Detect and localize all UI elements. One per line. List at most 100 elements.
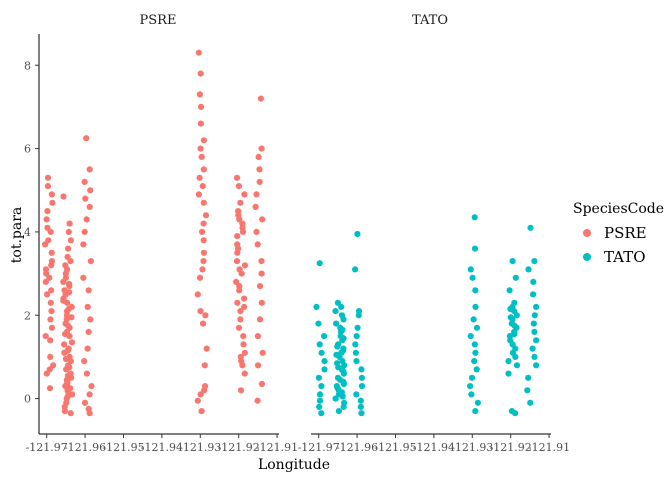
data-point: [507, 305, 514, 313]
data-point: [87, 187, 94, 194]
data-point: [86, 166, 93, 173]
data-point: [358, 366, 365, 373]
data-point: [87, 258, 94, 265]
strip-label-tato: TATO: [412, 13, 448, 28]
data-point: [197, 145, 204, 152]
x-tick-label: -121.93: [179, 441, 221, 454]
data-point: [196, 174, 203, 181]
x-axis-tato: -121.97-121.96-121.95-121.94-121.93-121.…: [298, 433, 570, 454]
data-point: [235, 183, 242, 190]
data-point: [530, 291, 537, 298]
data-point: [60, 297, 67, 304]
data-point: [237, 387, 245, 394]
data-point: [48, 287, 55, 294]
data-point: [471, 341, 478, 348]
data-point: [202, 212, 210, 219]
data-point: [47, 337, 54, 344]
y-tick-label: 6: [24, 143, 31, 156]
data-point: [474, 399, 481, 406]
data-point: [85, 287, 92, 294]
data-point: [236, 283, 243, 290]
data-point: [197, 308, 204, 315]
data-point: [195, 49, 202, 56]
data-point: [258, 258, 265, 265]
data-point: [505, 370, 512, 377]
data-point: [202, 383, 209, 390]
data-point: [254, 333, 261, 340]
data-point: [357, 397, 364, 404]
data-point: [196, 274, 204, 281]
data-point: [531, 353, 538, 360]
data-point: [358, 383, 366, 390]
data-point: [240, 341, 247, 348]
data-point: [316, 260, 323, 267]
data-point: [332, 308, 339, 315]
data-point: [64, 322, 72, 329]
data-point: [83, 370, 90, 377]
data-point: [352, 266, 359, 273]
panel-psre: [42, 49, 266, 417]
data-point: [46, 385, 54, 392]
data-point: [85, 328, 92, 335]
data-point: [66, 280, 73, 288]
x-tick-label: -121.92: [490, 441, 532, 454]
data-point: [335, 364, 342, 371]
data-point: [254, 241, 261, 248]
data-point: [472, 303, 479, 310]
data-point: [84, 303, 91, 310]
data-point: [199, 266, 206, 273]
data-point: [198, 103, 205, 110]
data-point: [340, 380, 347, 388]
data-point: [235, 324, 243, 331]
data-point: [65, 305, 72, 313]
data-point: [43, 216, 50, 223]
data-point: [333, 320, 340, 327]
x-tick-label: -121.95: [374, 441, 416, 454]
data-point: [81, 399, 89, 406]
data-point: [50, 362, 57, 369]
data-point: [353, 333, 360, 340]
data-point: [65, 245, 72, 252]
data-point: [509, 349, 516, 356]
data-point: [256, 316, 264, 323]
x-tick-label: -121.96: [64, 441, 106, 454]
data-point: [511, 299, 518, 306]
data-point: [338, 389, 345, 396]
data-point: [334, 385, 341, 392]
data-point: [531, 312, 538, 319]
data-point: [42, 278, 49, 285]
x-tick-label: -121.94: [413, 441, 455, 454]
data-point: [512, 274, 519, 281]
data-point: [530, 320, 537, 327]
data-point: [195, 191, 202, 198]
data-point: [253, 191, 260, 198]
data-point: [233, 258, 241, 265]
data-point: [66, 289, 73, 296]
data-point: [259, 349, 266, 356]
data-point: [525, 374, 532, 381]
data-point: [506, 287, 513, 294]
data-point: [316, 397, 324, 404]
data-point: [341, 399, 348, 406]
data-point: [467, 266, 474, 273]
data-point: [64, 347, 71, 354]
data-point: [352, 341, 359, 348]
data-point: [254, 362, 262, 369]
data-point: [509, 341, 516, 348]
y-tick-label: 8: [24, 59, 31, 72]
data-point: [199, 320, 207, 327]
data-point: [334, 343, 341, 350]
data-point: [471, 214, 478, 221]
data-point: [200, 249, 207, 256]
data-point: [527, 399, 534, 406]
data-point: [256, 283, 264, 290]
data-point: [197, 70, 204, 77]
data-point: [80, 241, 87, 248]
data-point: [42, 266, 50, 273]
data-point: [63, 376, 70, 383]
data-point: [258, 380, 265, 388]
data-point: [241, 349, 248, 356]
panel-tato: [313, 214, 540, 417]
data-point: [87, 316, 94, 323]
data-point: [318, 410, 325, 417]
